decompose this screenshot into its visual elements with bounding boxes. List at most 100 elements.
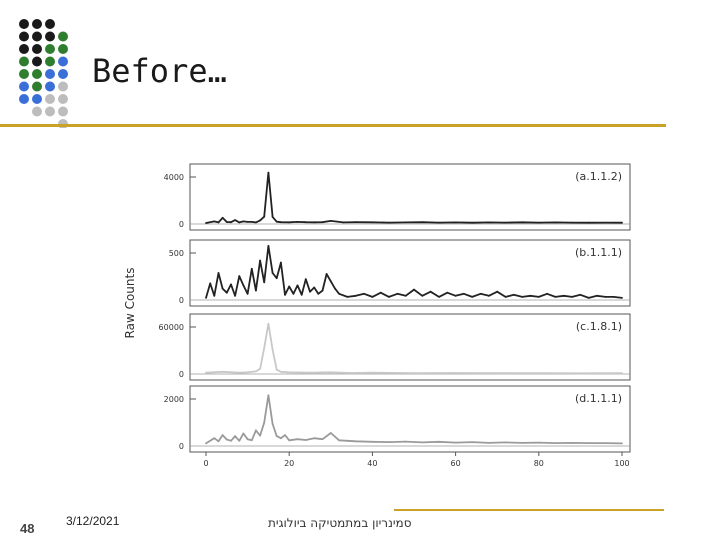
grid-dot xyxy=(45,31,55,42)
grid-dot xyxy=(32,81,42,92)
chart-panel: 500 0 (b.1.1.1) xyxy=(169,239,631,307)
data-point xyxy=(275,220,278,223)
data-point xyxy=(271,216,274,218)
data-point xyxy=(579,372,582,375)
data-point xyxy=(296,438,299,441)
data-point xyxy=(255,289,257,292)
grid-dot xyxy=(58,94,68,104)
grid-dot xyxy=(58,44,68,54)
data-point xyxy=(329,280,332,283)
x-tick-label: 0 xyxy=(203,459,208,468)
grid-dot xyxy=(19,56,29,67)
data-point xyxy=(571,221,573,224)
data-point xyxy=(221,287,224,290)
data-point xyxy=(504,441,507,444)
page-number: 48 xyxy=(20,521,35,536)
data-point xyxy=(521,221,524,224)
panel-label: (a.1.1.2) xyxy=(575,170,622,183)
y-tick-label: 0 xyxy=(179,220,184,229)
grid-dot xyxy=(45,44,55,54)
data-point xyxy=(512,293,515,296)
grid-dot xyxy=(19,31,29,42)
data-point xyxy=(587,221,590,224)
data-point xyxy=(234,294,236,297)
grid-dot xyxy=(45,81,55,92)
data-point xyxy=(230,439,232,442)
data-point xyxy=(217,272,220,274)
data-point xyxy=(242,220,245,223)
data-point xyxy=(488,294,490,297)
grid-dot xyxy=(58,106,68,117)
data-point xyxy=(280,221,282,224)
x-tick-label: 20 xyxy=(284,459,294,468)
data-point xyxy=(205,371,207,374)
data-point xyxy=(296,221,299,223)
data-point xyxy=(463,292,465,295)
data-point xyxy=(263,215,266,218)
data-point xyxy=(242,432,245,435)
footer-text: סמינריון במתמטיקה ביולוגית xyxy=(268,516,412,530)
grid-dot xyxy=(45,94,55,104)
data-point xyxy=(288,371,291,374)
data-point xyxy=(388,296,390,298)
data-point xyxy=(221,370,224,373)
x-tick-label: 40 xyxy=(367,459,377,468)
data-point xyxy=(454,221,457,224)
data-point xyxy=(446,291,449,294)
grid-dot xyxy=(19,94,29,104)
data-point xyxy=(263,347,266,349)
grid-dot xyxy=(58,56,68,67)
data-point xyxy=(388,221,390,224)
y-tick-label: 0 xyxy=(179,296,184,305)
data-point xyxy=(554,442,557,444)
grid-dot xyxy=(32,69,42,79)
data-point xyxy=(438,296,440,298)
grid-dot xyxy=(32,19,42,29)
data-point xyxy=(234,219,236,221)
data-point xyxy=(371,221,374,224)
data-point xyxy=(267,171,270,174)
data-point xyxy=(230,283,232,286)
data-point xyxy=(313,286,316,289)
data-point xyxy=(621,221,623,224)
grid-dot xyxy=(45,56,55,67)
grid-dot xyxy=(32,94,42,104)
data-point xyxy=(421,294,424,297)
data-point xyxy=(213,294,216,297)
data-point xyxy=(334,287,336,290)
data-point xyxy=(350,372,353,374)
data-point xyxy=(504,221,507,224)
data-point xyxy=(263,281,266,284)
data-point xyxy=(404,221,407,224)
grid-dot xyxy=(58,31,68,42)
data-point xyxy=(325,273,328,275)
y-axis-label: Raw Counts xyxy=(123,268,137,339)
y-tick-label: 2000 xyxy=(164,395,184,404)
data-point xyxy=(309,290,311,293)
data-point xyxy=(259,367,261,370)
data-point xyxy=(313,437,316,440)
data-point xyxy=(246,371,249,374)
data-point xyxy=(321,289,324,292)
data-point xyxy=(354,294,357,297)
data-point xyxy=(321,221,324,224)
chart-panel: 2000 0 (d.1.1.1) xyxy=(164,385,631,453)
data-point xyxy=(296,284,299,287)
data-point xyxy=(221,216,224,219)
data-point xyxy=(371,371,374,374)
data-point xyxy=(271,348,274,351)
y-tick-label: 500 xyxy=(169,249,184,258)
data-point xyxy=(471,296,474,298)
panel-frame xyxy=(189,163,631,231)
data-point xyxy=(621,297,623,299)
grid-dot xyxy=(58,69,68,79)
data-point xyxy=(488,442,490,444)
data-point xyxy=(554,296,557,298)
data-point xyxy=(221,434,224,436)
data-point xyxy=(421,221,424,224)
series-line xyxy=(205,322,623,375)
data-point xyxy=(263,421,266,424)
data-point xyxy=(537,372,540,374)
data-point xyxy=(429,290,432,293)
data-point xyxy=(275,435,278,437)
